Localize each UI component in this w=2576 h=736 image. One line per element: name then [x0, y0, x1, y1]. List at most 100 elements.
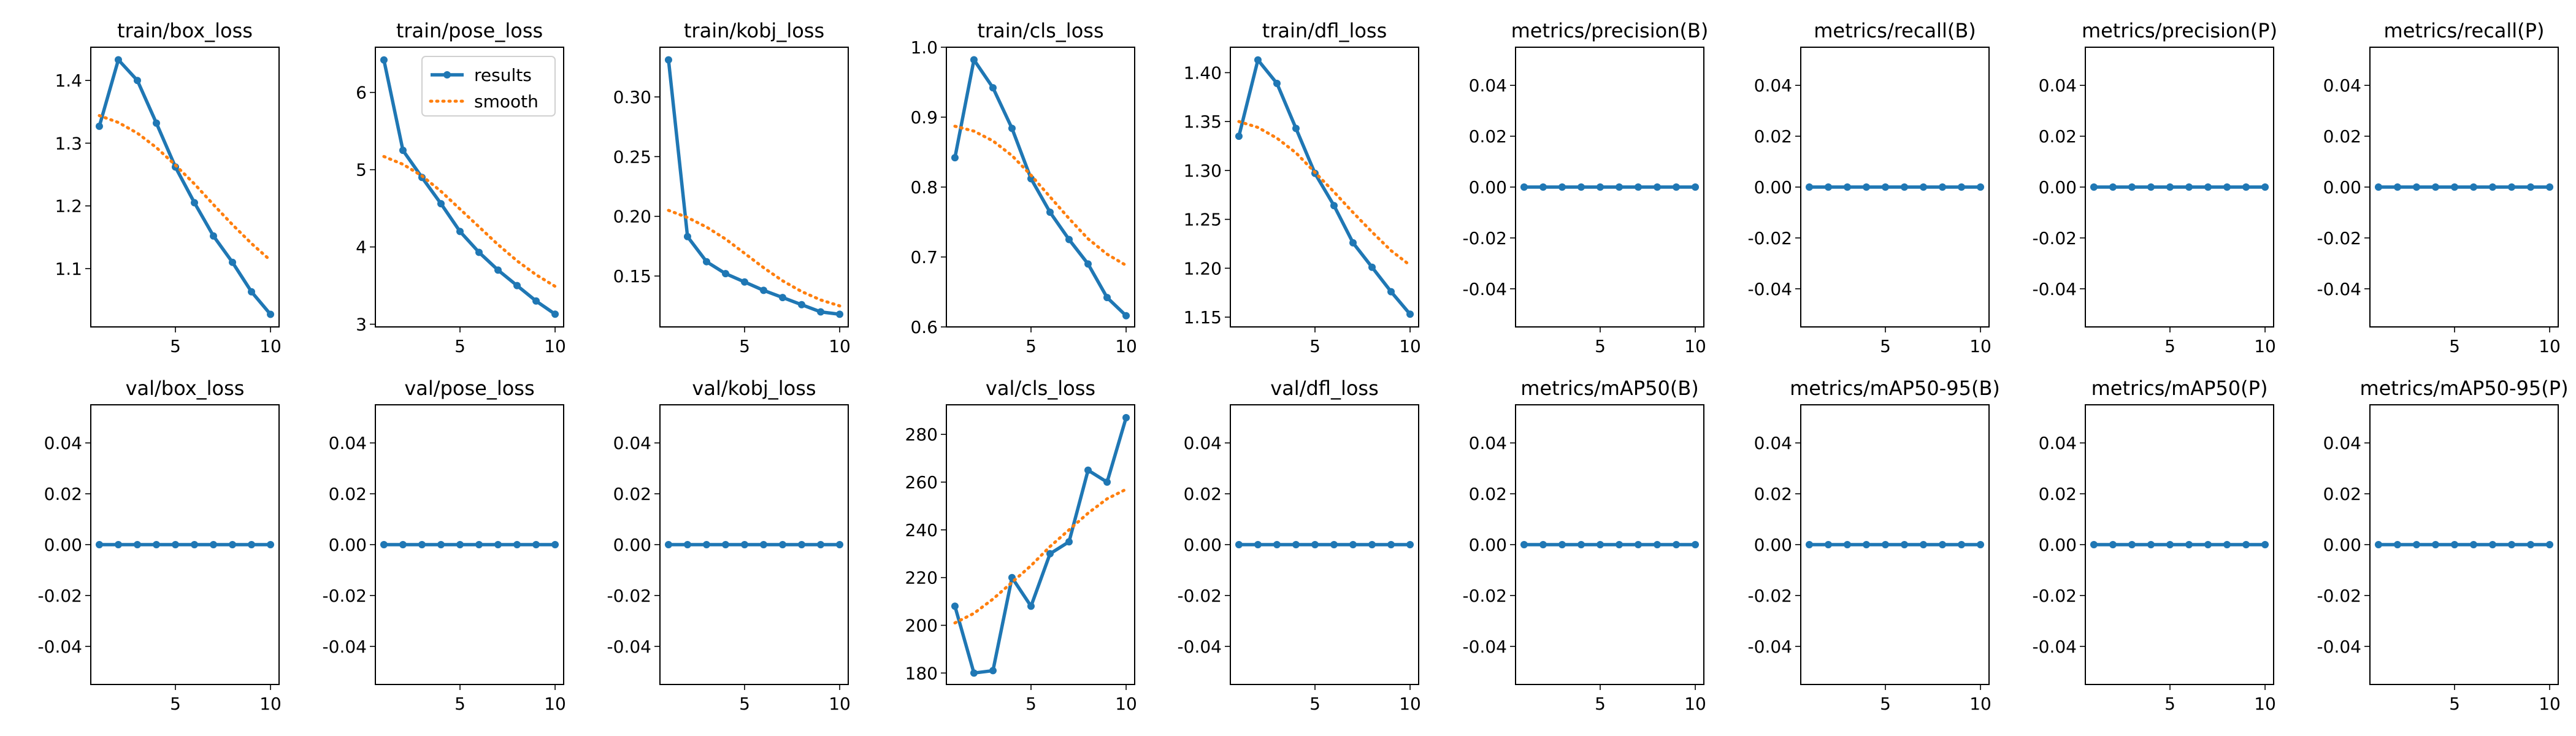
x-tick-label: 5	[1309, 694, 1321, 714]
results-point	[1616, 541, 1623, 548]
results-point	[1406, 310, 1414, 318]
y-tick-label: 0.04	[2323, 75, 2361, 96]
y-tick-label: -0.02	[1463, 228, 1507, 248]
results-point	[1958, 541, 1966, 548]
results-point	[683, 232, 691, 240]
results-point	[1977, 183, 1985, 191]
axes-frame	[1515, 404, 1704, 685]
results-point	[114, 56, 122, 64]
results-point	[702, 541, 710, 548]
results-point	[551, 310, 559, 318]
y-tick-label: 0.00	[1754, 177, 1792, 197]
y-tick-label: 0.00	[1754, 535, 1792, 555]
y-tick-label: 0.00	[1469, 535, 1507, 555]
y-tick-label: -0.02	[1178, 586, 1222, 606]
subplot-title: train/cls_loss	[977, 19, 1103, 42]
y-tick-label: 0.30	[613, 87, 651, 107]
x-tick-label: 10	[1684, 694, 1706, 714]
results-point	[1977, 541, 1985, 548]
x-tick-label: 5	[2449, 694, 2460, 714]
y-tick-label: 6	[356, 83, 367, 103]
y-tick-label: 0.02	[2039, 484, 2077, 504]
results-point	[1635, 183, 1643, 191]
y-tick-label: 1.35	[1184, 112, 1222, 132]
results-point	[2546, 541, 2554, 548]
results-point	[95, 122, 103, 130]
results-point	[1254, 541, 1262, 548]
y-tick-label: 0.00	[1184, 535, 1222, 555]
results-point	[1673, 183, 1681, 191]
results-point	[551, 541, 559, 548]
results-point	[2109, 183, 2117, 191]
results-point	[380, 541, 388, 548]
x-tick-label: 5	[1595, 694, 1606, 714]
results-point	[798, 541, 806, 548]
y-tick-label: 1.0	[910, 37, 938, 58]
results-point	[494, 541, 502, 548]
smooth-line	[382, 155, 557, 288]
subplot-val-cls-loss: val/cls_loss 180 200 220 240 260 280 5 10	[905, 377, 1137, 714]
results-point	[2223, 183, 2231, 191]
subplot-title: train/dfl_loss	[1262, 19, 1387, 42]
results-point	[1920, 541, 1928, 548]
results-point	[114, 541, 122, 548]
subplot-title: metrics/mAP50(P)	[2091, 377, 2268, 400]
subplot-title: val/pose_loss	[404, 377, 534, 400]
results-point	[1539, 541, 1547, 548]
y-tick-label: -0.04	[38, 637, 82, 657]
results-point	[1046, 550, 1054, 558]
y-tick-label: 0.00	[2323, 535, 2361, 555]
y-tick-label: 220	[905, 568, 938, 588]
results-point	[2090, 183, 2098, 191]
results-point	[2374, 541, 2382, 548]
y-tick-label: 0.04	[1469, 75, 1507, 96]
subplot-metrics-precision-p: metrics/precision(P) -0.04 -0.02 0.00 0.02 0.…	[2033, 19, 2278, 356]
results-point	[399, 541, 407, 548]
subplot-metrics-map50-95-b: metrics/mAP50-95(B) -0.04 -0.02 0.00 0.02 0.0…	[1748, 377, 2000, 714]
y-tick-label: -0.04	[2033, 279, 2077, 299]
subplot-title: metrics/mAP50-95(P)	[2359, 377, 2568, 400]
results-point	[1235, 132, 1243, 140]
results-point	[2261, 541, 2269, 548]
smooth-line	[953, 488, 1128, 625]
y-tick-label: 3	[356, 315, 367, 335]
results-point	[229, 541, 237, 548]
subplot-val-box-loss: val/box_loss -0.04 -0.02 0.00 0.02 0.04 5 10	[38, 377, 282, 714]
y-tick-label: -0.04	[1748, 637, 1792, 657]
subplot-metrics-map50-p: metrics/mAP50(P) -0.04 -0.02 0.00 0.02 0.04 5 1…	[2033, 377, 2276, 714]
results-point	[2204, 541, 2212, 548]
axes-frame	[1230, 404, 1419, 685]
subplot-train-box-loss: train/box_loss 1.1 1.2 1.3 1.4 5 10	[55, 19, 281, 356]
legend: results smooth	[421, 56, 556, 117]
y-tick-label: -0.02	[38, 586, 82, 606]
results-point	[2412, 541, 2420, 548]
axes-frame	[2085, 404, 2274, 685]
results-point	[1577, 183, 1585, 191]
results-point	[437, 541, 445, 548]
y-tick-label: -0.02	[323, 586, 367, 606]
subplot-metrics-precision-b: metrics/precision(B) -0.04 -0.02 0.00 0.02 0.…	[1463, 19, 1709, 356]
y-tick-label: -0.04	[1463, 637, 1507, 657]
results-point	[1920, 183, 1928, 191]
axes-frame	[946, 404, 1135, 685]
y-tick-label: 0.02	[1469, 126, 1507, 147]
results-point	[229, 258, 237, 266]
y-tick-label: 0.02	[1469, 484, 1507, 504]
results-point	[1254, 56, 1262, 64]
results-point	[1292, 541, 1300, 548]
x-tick-label: 10	[2254, 694, 2276, 714]
x-tick-label: 5	[739, 336, 750, 356]
results-point	[740, 541, 748, 548]
x-tick-label: 10	[1115, 336, 1137, 356]
results-point	[1558, 541, 1566, 548]
y-tick-label: 0.00	[329, 535, 367, 555]
results-point	[2374, 183, 2382, 191]
x-tick-label: 5	[2449, 336, 2460, 356]
subplot-title: train/pose_loss	[396, 19, 543, 42]
x-tick-label: 10	[2539, 336, 2561, 356]
results-point	[2527, 541, 2535, 548]
results-point	[152, 119, 160, 127]
subplot-title: val/box_loss	[126, 377, 245, 400]
y-tick-label: 0.02	[1184, 484, 1222, 504]
